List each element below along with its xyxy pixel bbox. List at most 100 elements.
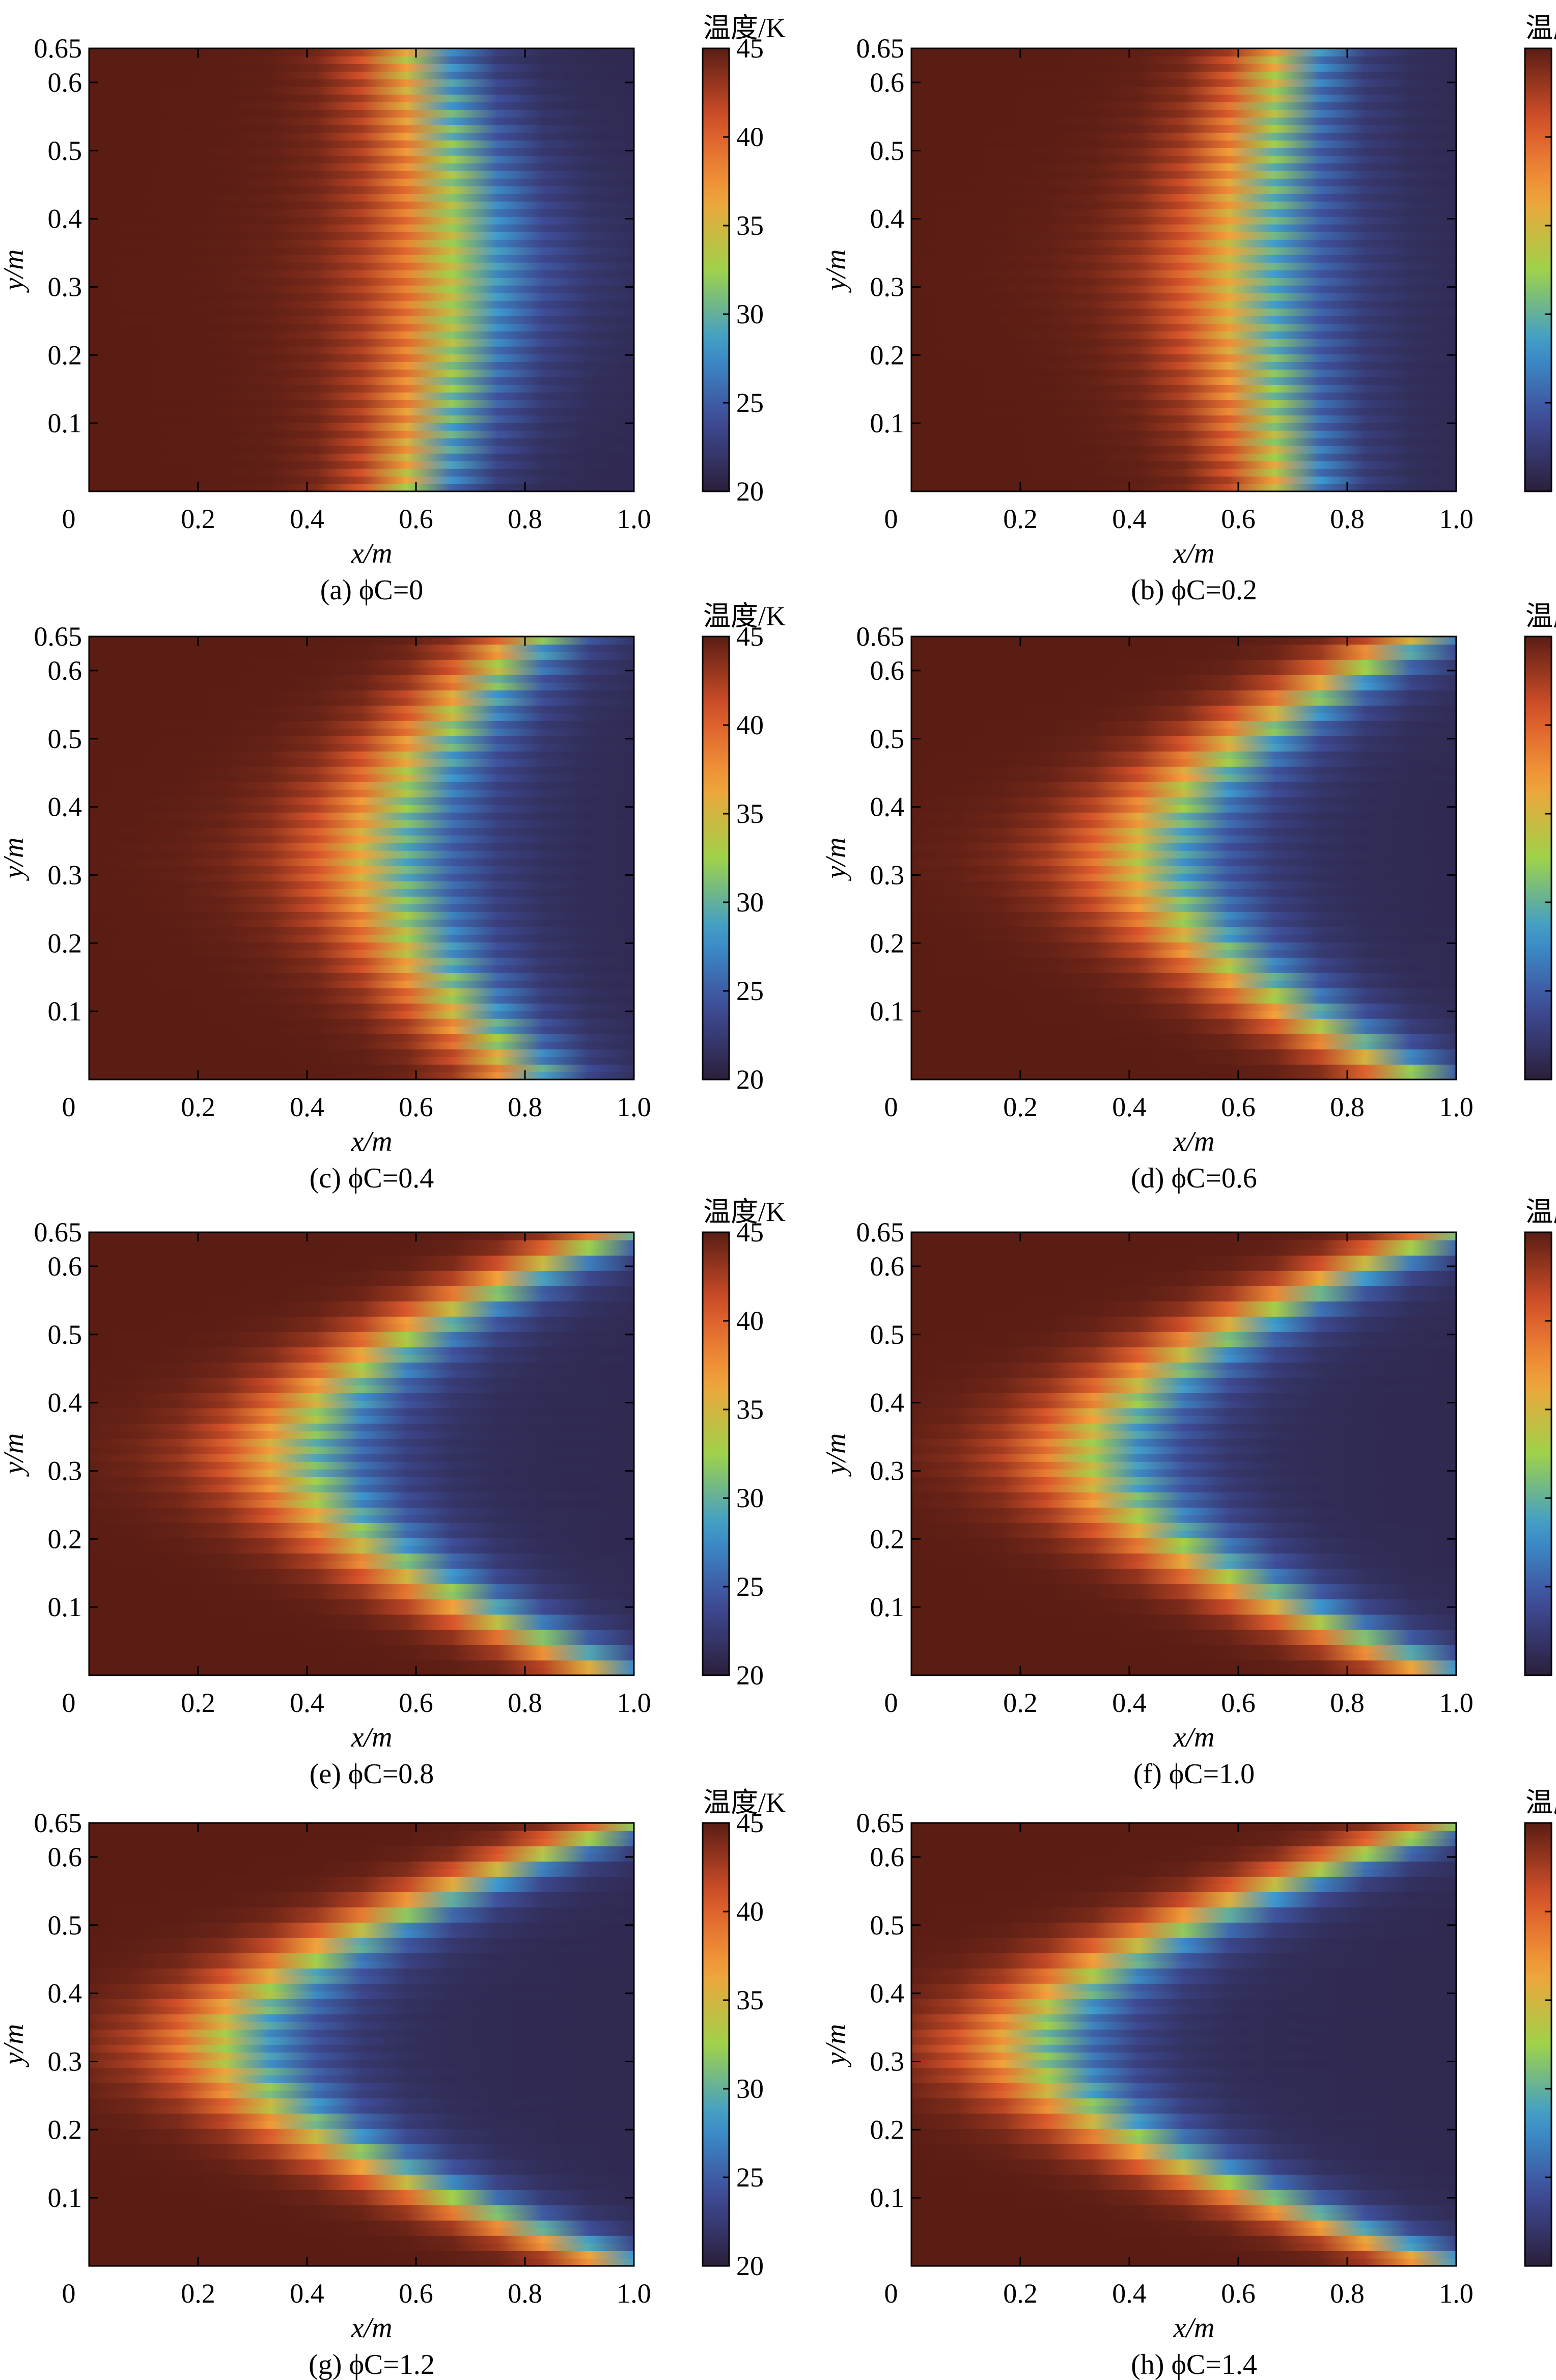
heatmap-strip <box>911 461 1456 469</box>
heatmap-strip <box>911 1668 1456 1676</box>
heatmap-strip <box>89 1301 634 1309</box>
heatmap-strip <box>911 698 1456 706</box>
heatmap-strip <box>89 1423 634 1431</box>
heatmap-strip <box>89 1041 634 1049</box>
heatmap-strip <box>911 1983 1456 1991</box>
heatmap-strip <box>89 1838 634 1846</box>
heatmap-strip <box>911 300 1456 309</box>
heatmap-strip <box>89 2037 634 2045</box>
heatmap-strip <box>911 636 1456 645</box>
x-tick-label: 0.2 <box>181 1687 215 1718</box>
heatmap-strip <box>89 2174 634 2182</box>
heatmap-strip <box>911 850 1456 859</box>
x-tick-label: 0.4 <box>1112 504 1147 534</box>
heatmap-strip <box>911 1652 1456 1661</box>
x-tick-label: 0 <box>62 1687 76 1718</box>
heatmap-strip <box>911 881 1456 889</box>
heatmap-strip <box>89 2136 634 2144</box>
heatmap-strip <box>911 201 1456 209</box>
heatmap-strip <box>911 2182 1456 2190</box>
heatmap-strip <box>911 2106 1456 2114</box>
heatmap-strip <box>911 64 1456 72</box>
heatmap-strip <box>911 2121 1456 2129</box>
heatmap-strip <box>89 1599 634 1607</box>
y-tick-label: 0.5 <box>870 1910 905 1941</box>
heatmap-strip <box>911 1869 1456 1877</box>
heatmap-strip <box>89 1438 634 1447</box>
y-axis-label: y/m <box>0 250 30 293</box>
heatmap-strip <box>89 453 634 461</box>
y-tick-label: 0.3 <box>870 1455 905 1486</box>
heatmap-strip <box>911 1354 1456 1363</box>
heatmap-strip <box>89 1034 634 1042</box>
heatmap-field <box>89 636 634 1080</box>
heatmap-strip <box>911 1492 1456 1500</box>
heatmap-strip <box>911 1438 1456 1447</box>
colorbar-label: 温度/K <box>1525 13 1556 43</box>
heatmap-strip <box>89 675 634 683</box>
heatmap-strip <box>89 369 634 377</box>
heatmap-strip <box>89 300 634 309</box>
heatmap-strip <box>89 339 634 347</box>
x-tick-label: 0.6 <box>399 1687 433 1718</box>
heatmap-strip <box>89 140 634 148</box>
heatmap-field <box>911 636 1456 1080</box>
heatmap-strip <box>911 155 1456 163</box>
y-tick-label: 0.65 <box>34 621 82 652</box>
heatmap-strip <box>89 1853 634 1862</box>
heatmap-strip <box>911 1011 1456 1019</box>
heatmap-strip <box>911 430 1456 438</box>
x-tick-label: 0.6 <box>1221 1092 1256 1122</box>
heatmap-strip <box>911 1614 1456 1622</box>
heatmap-strip <box>911 1953 1456 1961</box>
colorbar-tick-label: 40 <box>736 710 764 740</box>
heatmap-strip <box>911 919 1456 927</box>
heatmap-strip <box>911 1622 1456 1630</box>
x-tick-label: 0.6 <box>399 504 433 534</box>
heatmap-strip <box>89 1332 634 1340</box>
heatmap-strip <box>911 1416 1456 1424</box>
heatmap-strip <box>911 728 1456 736</box>
x-axis-label: x/m <box>1173 538 1215 569</box>
heatmap-strip <box>89 1515 634 1523</box>
heatmap-strip <box>89 835 634 843</box>
colorbar-label: 温度/K <box>1525 1787 1556 1818</box>
heatmap-strip <box>89 1408 634 1416</box>
heatmap-strip <box>911 2212 1456 2221</box>
y-axis-label: y/m <box>0 838 30 881</box>
heatmap-strip <box>89 682 634 690</box>
y-tick-label: 0.1 <box>870 2182 905 2213</box>
heatmap-strip <box>911 476 1456 484</box>
x-tick-label: 0.2 <box>181 2278 215 2309</box>
heatmap-strip <box>89 354 634 362</box>
heatmap-strip <box>89 1072 634 1080</box>
colorbar <box>1524 1822 1552 2267</box>
y-tick-label: 0.6 <box>48 1251 82 1282</box>
colorbar-tick-label: 45 <box>736 1217 764 1248</box>
heatmap-strip <box>89 438 634 446</box>
y-axis-label: y/m <box>820 1433 852 1477</box>
heatmap-strip <box>911 1400 1456 1408</box>
heatmap-strip <box>89 1945 634 1953</box>
heatmap-strip <box>89 323 634 331</box>
heatmap-strip <box>89 2113 634 2121</box>
heatmap-strip <box>911 1629 1456 1638</box>
heatmap-strip <box>911 1861 1456 1869</box>
heatmap-strip <box>89 1660 634 1668</box>
heatmap-strip <box>89 79 634 87</box>
heatmap-strip <box>911 1232 1456 1240</box>
heatmap-strip <box>89 1591 634 1599</box>
plot-frame <box>910 635 1457 1081</box>
heatmap-strip <box>911 1945 1456 1953</box>
heatmap-strip <box>911 896 1456 904</box>
heatmap-strip <box>89 728 634 736</box>
y-tick-label: 0.3 <box>870 2046 905 2077</box>
heatmap-strip <box>89 1545 634 1554</box>
heatmap-strip <box>911 2228 1456 2236</box>
heatmap-strip <box>911 1446 1456 1454</box>
plot-frame <box>910 1231 1457 1676</box>
heatmap-strip <box>89 346 634 354</box>
heatmap-strip <box>911 339 1456 347</box>
heatmap-strip <box>89 850 634 859</box>
heatmap-strip <box>911 2075 1456 2083</box>
